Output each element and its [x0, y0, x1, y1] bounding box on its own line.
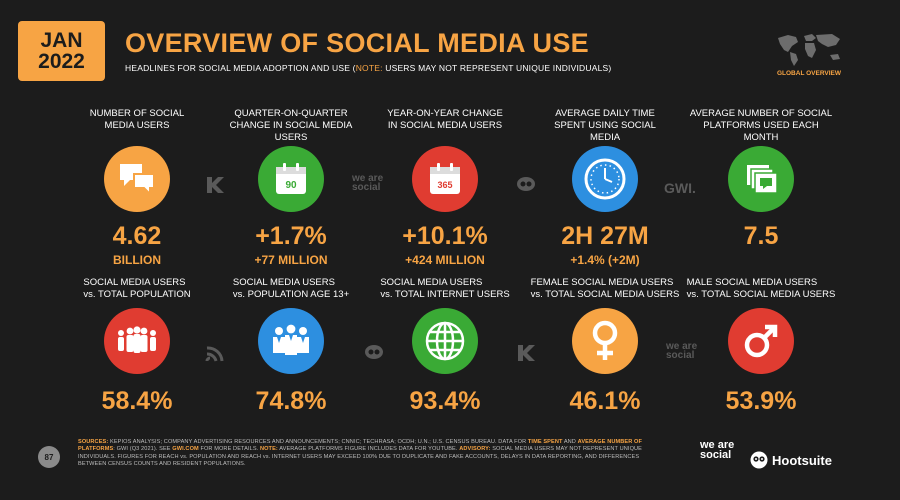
stat-label-top: SOCIAL MEDIA USERS [83, 277, 186, 288]
stat-sub: +424 MILLION [405, 253, 485, 267]
we-are-social-logo-text: we are social [700, 439, 735, 461]
footer-text: : GWI (Q3 2021). SEE [113, 446, 173, 453]
stat-value: 4.62 [112, 222, 162, 250]
owl-icon [750, 451, 768, 469]
stat-label: SOCIAL MEDIA USERS vs. TOTAL INTERNET US… [380, 276, 509, 302]
footer-text: SOCIAL MEDIA USERS MAY NOT REPRESENT UNI… [78, 446, 642, 468]
advisory-label: ADVISORY: [459, 446, 491, 453]
hootsuite-logo-text: Hootsuite [772, 452, 832, 468]
we-are-social-watermark: we are social [352, 173, 384, 193]
people-group-icon [104, 308, 170, 374]
date-year: 2022 [38, 50, 85, 73]
we-are-social-logo: we are social [700, 439, 744, 461]
date-badge: JAN 2022 [18, 21, 105, 81]
stat-daily-time: AVERAGE DAILY TIME SPENT USING SOCIAL ME… [530, 108, 680, 267]
stat-vs-population-13: SOCIAL MEDIA USERS vs. POPULATION AGE 13… [216, 276, 366, 415]
date-month: JAN [40, 29, 83, 52]
stat-social-media-users: NUMBER OF SOCIAL MEDIA USERS 4.62 BILLIO… [62, 108, 212, 267]
stat-sub: +77 MILLION [254, 253, 328, 267]
stat-label: SOCIAL MEDIA USERS vs. POPULATION AGE 13… [233, 276, 349, 302]
stat-label: YEAR-ON-YEAR CHANGE IN SOCIAL MEDIA USER… [387, 108, 503, 131]
stat-vs-internet-users: SOCIAL MEDIA USERS vs. TOTAL INTERNET US… [370, 276, 520, 415]
signal-watermark [204, 344, 228, 369]
stat-label-bottom: vs. TOTAL POPULATION [83, 289, 191, 300]
adults-group-icon [258, 308, 324, 374]
stat-avg-platforms: AVERAGE NUMBER OF SOCIAL PLATFORMS USED … [686, 108, 836, 253]
page-title: OVERVIEW OF SOCIAL MEDIA USE [125, 28, 589, 58]
stat-male-users: MALE SOCIAL MEDIA USERS vs. TOTAL SOCIAL… [686, 276, 836, 415]
stat-qoq-change: QUARTER-ON-QUARTER CHANGE IN SOCIAL MEDI… [216, 108, 366, 267]
male-symbol-icon [728, 308, 794, 374]
subtitle-note: NOTE: [355, 63, 383, 73]
calendar-90-icon: 90 [258, 146, 324, 212]
stat-sub: +1.4% (+2M) [570, 253, 640, 267]
kepios-watermark-2 [516, 344, 536, 367]
stat-value: 7.5 [743, 222, 779, 250]
stat-yoy-change: YEAR-ON-YEAR CHANGE IN SOCIAL MEDIA USER… [370, 108, 520, 267]
subtitle-text: HEADLINES FOR SOCIAL MEDIA ADOPTION AND … [125, 63, 356, 73]
global-overview-label: GLOBAL OVERVIEW [776, 70, 842, 77]
footer-highlight: TIME SPENT [527, 439, 563, 445]
stat-label-top: SOCIAL MEDIA USERS [232, 277, 335, 288]
chat-bubbles-icon [104, 146, 170, 212]
gwi-watermark: GWI. [664, 180, 696, 196]
kepios-logo-icon [207, 177, 224, 193]
stat-value: 93.4% [409, 387, 481, 415]
page-number: 87 [38, 446, 60, 468]
gwi-link[interactable]: GWI.COM [172, 446, 199, 453]
female-symbol-icon [572, 308, 638, 374]
stat-label: MALE SOCIAL MEDIA USERS vs. TOTAL SOCIAL… [687, 276, 836, 302]
sources-label: SOURCES: [78, 439, 109, 445]
global-overview-badge: GLOBAL OVERVIEW [768, 30, 850, 85]
stat-value: 74.8% [255, 387, 327, 415]
eye-watermark [516, 176, 536, 197]
eye-watermark-2 [364, 344, 384, 365]
footer-text: FOR MORE DETAILS. [198, 446, 260, 453]
stat-label: AVERAGE NUMBER OF SOCIAL PLATFORMS USED … [689, 108, 833, 143]
footer-text: AVERAGE PLATFORMS FIGURE INCLUDES DATA F… [277, 446, 460, 453]
stat-label: NUMBER OF SOCIAL MEDIA USERS [89, 108, 185, 131]
stacked-cards-icon [728, 146, 794, 212]
stat-sub: BILLION [113, 253, 161, 267]
footer-text: KEPIOS ANALYSIS; COMPANY ADVERTISING RES… [108, 439, 528, 445]
calendar-text: 365 [437, 180, 452, 190]
stat-label-bottom: vs. TOTAL INTERNET USERS [380, 289, 510, 300]
stat-value: 46.1% [569, 387, 641, 415]
stat-vs-total-population: SOCIAL MEDIA USERS vs. TOTAL POPULATION … [62, 276, 212, 415]
footer-sources: SOURCES: KEPIOS ANALYSIS; COMPANY ADVERT… [78, 439, 668, 469]
footer-text: AND [562, 439, 578, 445]
stat-label-bottom: vs. TOTAL SOCIAL MEDIA USERS [686, 289, 836, 300]
footer-highlight: AVERAGE NUMBER OF PLATFORMS [78, 439, 642, 453]
calendar-365-icon: 365 [412, 146, 478, 212]
hootsuite-logo: Hootsuite [750, 451, 832, 469]
clock-icon [572, 146, 638, 212]
stat-label: FEMALE SOCIAL MEDIA USERS vs. TOTAL SOCI… [531, 276, 680, 302]
stat-label-bottom: vs. TOTAL SOCIAL MEDIA USERS [530, 289, 680, 300]
subtitle-text-end: USERS MAY NOT REPRESENT UNIQUE INDIVIDUA… [382, 63, 612, 73]
stat-label-bottom: vs. POPULATION AGE 13+ [232, 289, 350, 300]
stat-female-users: FEMALE SOCIAL MEDIA USERS vs. TOTAL SOCI… [530, 276, 680, 415]
stat-label: AVERAGE DAILY TIME SPENT USING SOCIAL ME… [554, 108, 656, 143]
kepios-watermark [205, 176, 225, 196]
note-label: NOTE: [259, 446, 278, 453]
stat-label-top: MALE SOCIAL MEDIA USERS [686, 277, 818, 288]
stat-label: QUARTER-ON-QUARTER CHANGE IN SOCIAL MEDI… [229, 108, 353, 143]
stat-value: 58.4% [101, 387, 173, 415]
stat-value: 53.9% [725, 387, 797, 415]
globe-grid-icon [412, 308, 478, 374]
page-subtitle: HEADLINES FOR SOCIAL MEDIA ADOPTION AND … [125, 63, 611, 73]
stat-label-top: FEMALE SOCIAL MEDIA USERS [530, 277, 674, 288]
calendar-text: 90 [285, 180, 297, 191]
world-map-icon [778, 34, 840, 66]
stat-value: 2H 27M [561, 222, 649, 250]
stat-value: +10.1% [402, 222, 488, 250]
stat-value: +1.7% [255, 222, 327, 250]
stat-label-top: SOCIAL MEDIA USERS [380, 277, 483, 288]
stat-label: SOCIAL MEDIA USERS vs. TOTAL POPULATION [83, 276, 190, 302]
we-are-social-watermark-2: we are social [666, 341, 698, 361]
